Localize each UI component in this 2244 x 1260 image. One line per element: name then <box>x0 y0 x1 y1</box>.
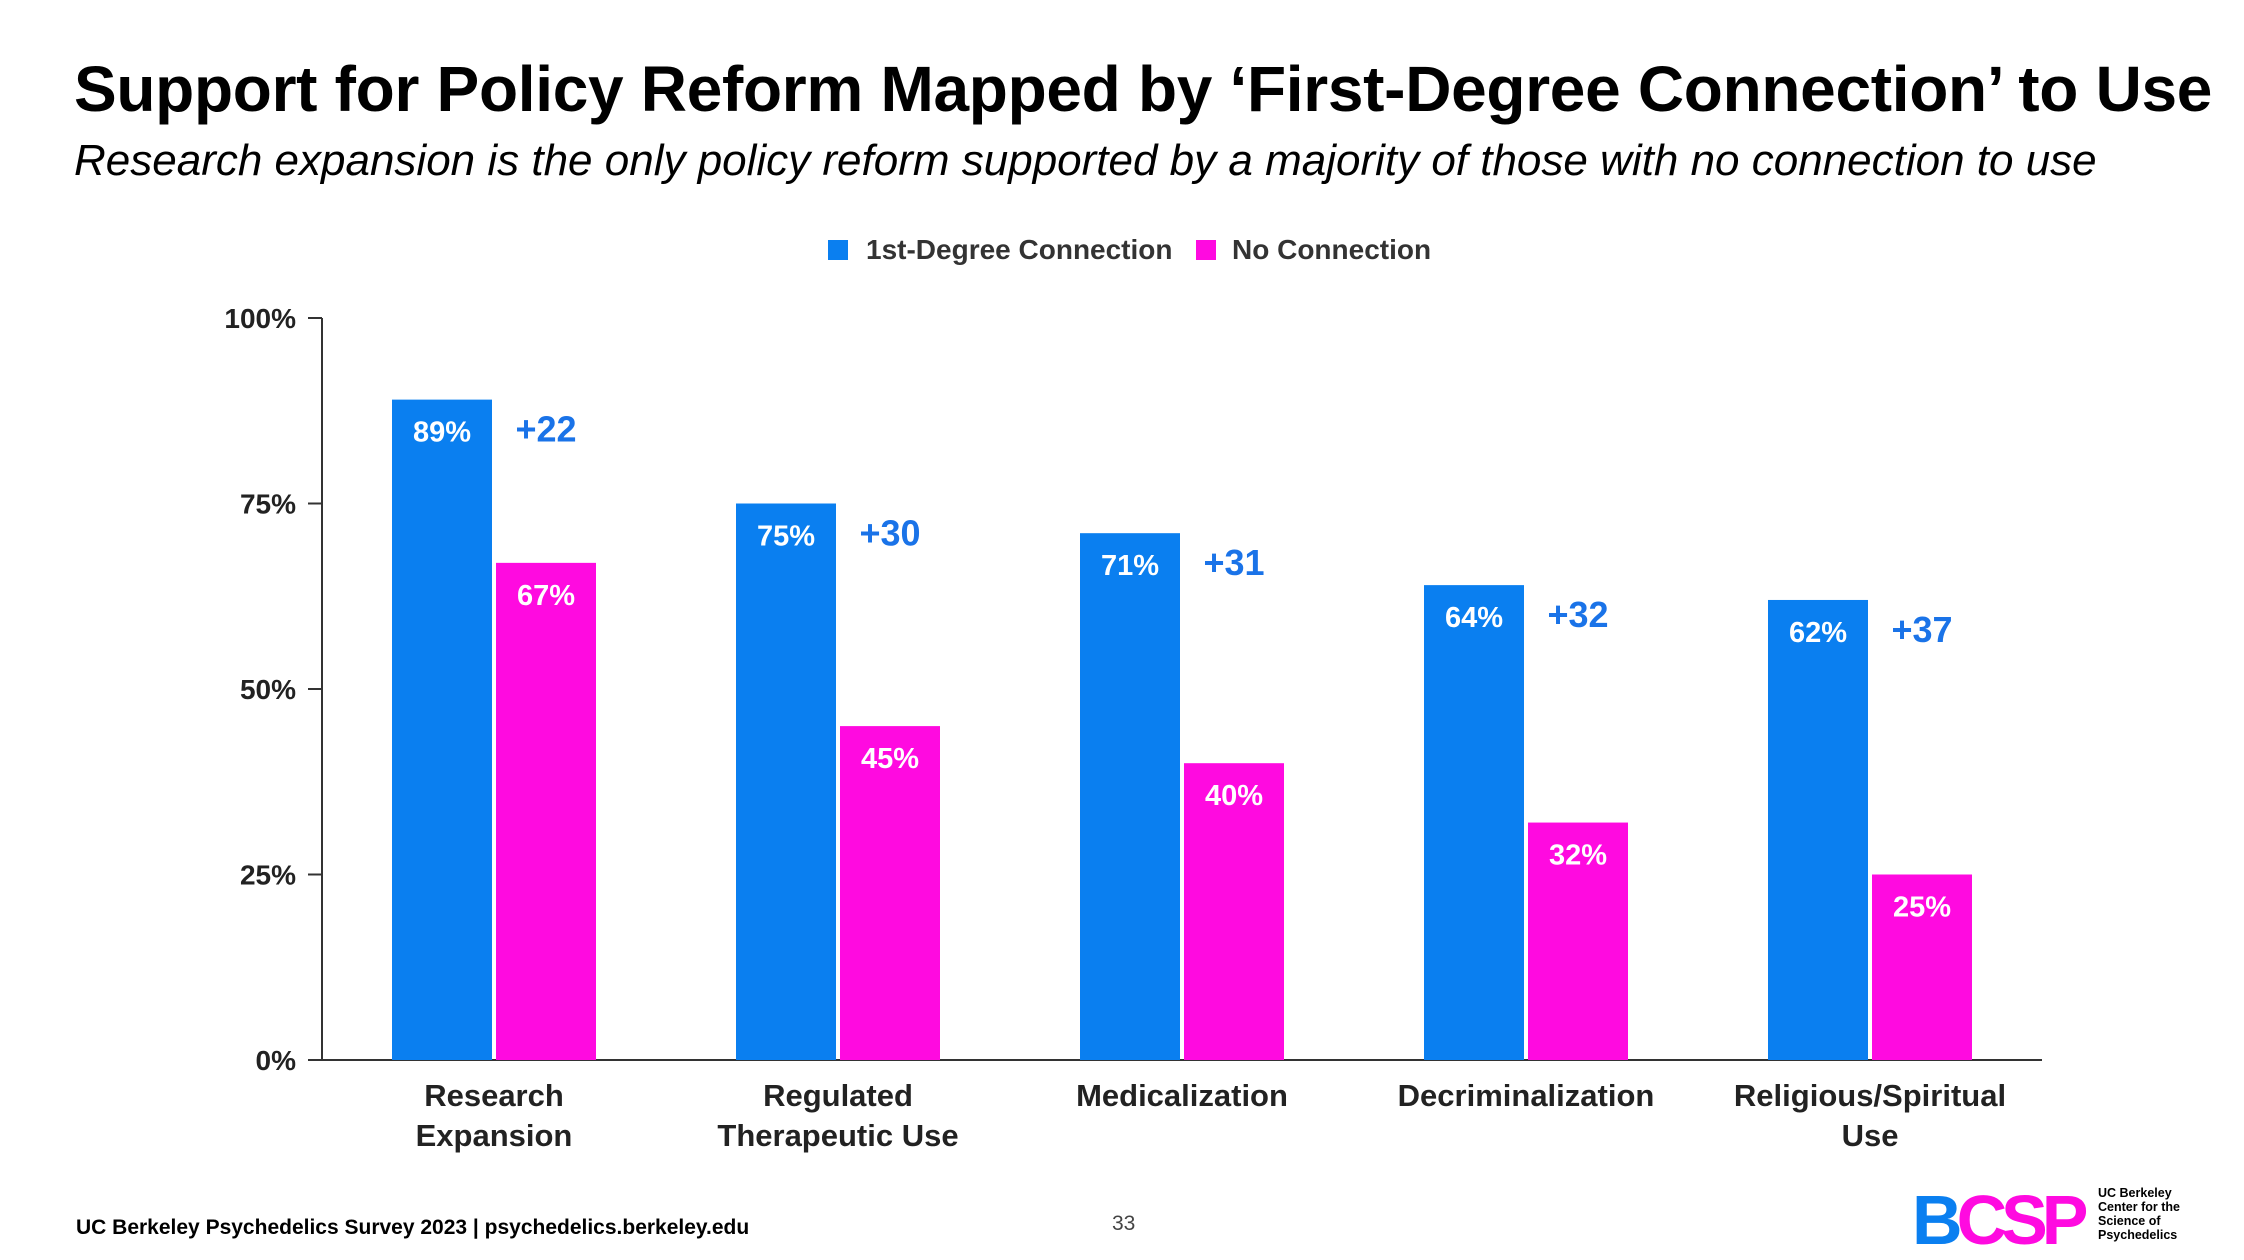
bar-series2 <box>496 562 596 1060</box>
data-label-series1: 64% <box>1445 602 1503 634</box>
slide-subtitle: Research expansion is the only policy re… <box>74 136 2097 185</box>
page-number: 33 <box>1112 1212 1136 1235</box>
logo-text-line: Psychedelics <box>2098 1228 2178 1242</box>
x-category-label: Decriminalization <box>1398 1078 1655 1113</box>
x-category-label: Therapeutic Use <box>717 1118 958 1153</box>
footer-source: UC Berkeley Psychedelics Survey 2023 | p… <box>76 1216 750 1239</box>
data-label-series1: 75% <box>757 521 815 553</box>
y-tick-label: 100% <box>224 303 296 334</box>
logo-text: UC Berkeley Center for the Science of Ps… <box>2098 1186 2198 1242</box>
difference-label: +37 <box>1891 609 1952 650</box>
data-label-series2: 40% <box>1205 780 1263 812</box>
x-category-label: Medicalization <box>1076 1078 1288 1113</box>
bar-series2 <box>840 726 940 1060</box>
bar-series2 <box>1184 763 1284 1060</box>
x-category-label: Expansion <box>416 1118 573 1153</box>
bar-series2 <box>1872 874 1972 1060</box>
y-tick-label: 0% <box>256 1045 297 1076</box>
bar-series1 <box>1080 533 1180 1060</box>
x-category-label: Regulated <box>763 1078 913 1113</box>
bar-series1 <box>1424 585 1524 1060</box>
x-category-label: Research <box>424 1078 564 1113</box>
logo-mark-csp: CSP <box>1956 1181 2089 1259</box>
legend-label-series1: 1st-Degree Connection <box>866 234 1173 265</box>
difference-label: +30 <box>859 513 920 554</box>
difference-label: +31 <box>1203 542 1264 583</box>
x-category-label: Religious/Spiritual <box>1734 1078 2006 1113</box>
difference-label: +32 <box>1547 594 1608 635</box>
y-tick-label: 25% <box>240 860 296 891</box>
data-label-series1: 71% <box>1101 550 1159 582</box>
legend-label-series2: No Connection <box>1232 234 1431 265</box>
logo-text-line: Science of <box>2098 1214 2161 1228</box>
difference-label: +22 <box>515 409 576 450</box>
bar-series1 <box>392 399 492 1060</box>
bar-series2 <box>1528 822 1628 1060</box>
bar-chart: 1st-Degree Connection No Connection 0% 25% 5… <box>224 234 2042 1153</box>
legend-swatch-series2 <box>1196 240 1216 260</box>
data-label-series2: 25% <box>1893 892 1951 924</box>
data-label-series2: 32% <box>1549 840 1607 872</box>
bar-series1 <box>736 503 836 1060</box>
data-label-series2: 45% <box>861 743 919 775</box>
data-label-series1: 62% <box>1789 617 1847 649</box>
logo-mark-b: B <box>1912 1181 1963 1259</box>
y-tick-label: 50% <box>240 674 296 705</box>
bar-series1 <box>1768 599 1868 1060</box>
y-tick-label: 75% <box>240 489 296 520</box>
slide-title: Support for Policy Reform Mapped by ‘Fir… <box>74 53 2213 125</box>
legend-swatch-series1 <box>828 240 848 260</box>
logo-text-line: UC Berkeley <box>2098 1186 2172 1200</box>
logo-mark: BCSP <box>1912 1180 2089 1260</box>
x-category-label: Use <box>1842 1118 1899 1153</box>
data-label-series2: 67% <box>517 580 575 612</box>
data-label-series1: 89% <box>413 417 471 449</box>
logo-text-line: Center for the <box>2098 1200 2180 1214</box>
